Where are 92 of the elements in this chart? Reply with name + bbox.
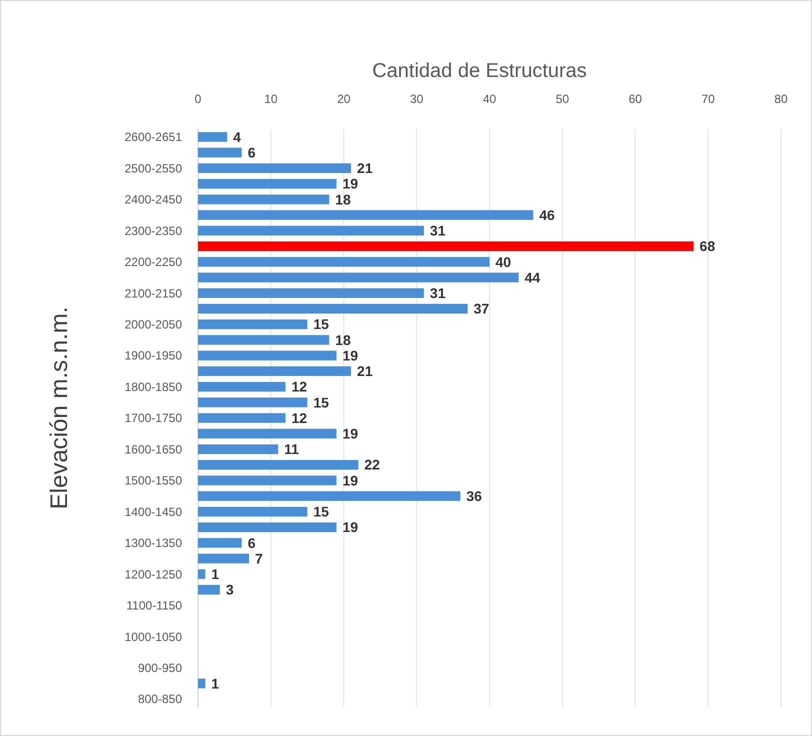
data-label: 21 — [357, 363, 373, 380]
bar — [198, 288, 424, 298]
x-tick-label: 80 — [774, 92, 788, 106]
bar — [198, 226, 424, 236]
data-label: 68 — [700, 238, 716, 254]
y-tick-label: 1000-1050 — [124, 630, 182, 644]
y-tick-label: 1700-1750 — [124, 411, 182, 426]
bar — [198, 335, 330, 345]
data-label: 37 — [474, 300, 490, 317]
data-label: 15 — [313, 394, 330, 410]
data-label: 6 — [248, 144, 256, 160]
bar — [198, 210, 534, 220]
data-label: 31 — [430, 222, 446, 239]
bar — [198, 413, 286, 423]
y-tick-label: 2200-2250 — [124, 255, 182, 270]
y-tick-label: 1300-1350 — [124, 536, 182, 550]
bar — [198, 319, 308, 330]
y-tick-label: 1900-1950 — [124, 348, 182, 363]
bar — [198, 538, 242, 548]
bar — [198, 554, 250, 564]
y-axis-title: Elevación m.s.n.m. — [46, 306, 73, 510]
bar — [198, 460, 358, 470]
x-tick-label: 50 — [556, 92, 570, 106]
data-label: 12 — [291, 410, 308, 426]
x-tick-label: 70 — [701, 92, 716, 106]
bar — [198, 366, 352, 376]
y-tick-label: 1800-1850 — [124, 380, 182, 394]
data-label: 19 — [342, 176, 358, 192]
y-tick-label: 800-850 — [138, 692, 182, 706]
data-label: 4 — [233, 128, 242, 145]
bar — [198, 382, 286, 392]
data-label: 6 — [248, 534, 256, 551]
data-label: 22 — [364, 456, 380, 473]
data-label: 12 — [291, 378, 308, 395]
data-label: 11 — [284, 441, 300, 458]
data-label: 44 — [524, 269, 540, 286]
bar — [198, 304, 468, 314]
y-tick-label: 2300-2350 — [124, 224, 182, 238]
y-tick-label: 1600-1650 — [124, 442, 182, 456]
y-tick-label: 1100-1150 — [126, 598, 182, 613]
y-tick-label: 2400-2450 — [124, 192, 182, 207]
data-label: 19 — [342, 519, 358, 536]
y-tick-label: 2000-2050 — [124, 318, 182, 332]
bar — [198, 194, 330, 204]
bar — [198, 506, 308, 517]
bar — [198, 522, 336, 532]
y-tick-label: 2500-2550 — [124, 161, 182, 176]
data-label: 36 — [466, 488, 482, 504]
y-tick-label: 1400-1450 — [124, 504, 182, 519]
bar — [198, 148, 242, 158]
x-tick-label: 60 — [628, 92, 642, 106]
data-label: 15 — [313, 504, 330, 520]
x-tick-label: 40 — [482, 92, 496, 106]
x-tick-label: 0 — [194, 92, 202, 106]
y-tick-label: 2100-2150 — [124, 286, 182, 300]
data-label: 19 — [342, 426, 358, 442]
data-label: 40 — [496, 254, 512, 270]
bar — [198, 444, 278, 454]
bar — [198, 257, 490, 267]
x-tick-label: 20 — [337, 92, 351, 106]
x-tick-label: 10 — [264, 92, 278, 106]
y-tick-label: 2600-2651 — [124, 130, 182, 144]
bar — [198, 241, 694, 252]
data-label: 46 — [539, 206, 556, 223]
bar — [198, 163, 352, 174]
data-label: 3 — [226, 582, 234, 598]
bar — [198, 491, 460, 501]
bar — [198, 476, 336, 486]
data-label: 1 — [211, 566, 220, 582]
data-label: 15 — [313, 316, 330, 332]
data-label: 7 — [255, 550, 264, 566]
bar — [198, 272, 519, 282]
x-axis-title: Cantidad de Estructuras — [372, 60, 587, 82]
y-tick-label: 1500-1550 — [124, 474, 182, 488]
bar — [198, 569, 206, 579]
data-label: 18 — [335, 332, 351, 348]
x-tick-label: 30 — [410, 92, 424, 106]
data-label: 18 — [335, 191, 351, 208]
bar — [198, 678, 206, 688]
data-label: 19 — [342, 347, 358, 364]
data-label: 31 — [430, 284, 446, 301]
data-label: 19 — [342, 472, 358, 488]
y-tick-label: 1200-1250 — [124, 567, 182, 582]
data-label: 21 — [357, 160, 373, 176]
bar — [198, 132, 228, 142]
bar — [198, 584, 220, 595]
bar — [198, 178, 336, 189]
bar — [198, 428, 336, 438]
bar — [198, 350, 336, 360]
bar — [198, 398, 308, 408]
y-tick-label: 900-950 — [138, 661, 182, 676]
data-label: 1 — [211, 675, 220, 692]
